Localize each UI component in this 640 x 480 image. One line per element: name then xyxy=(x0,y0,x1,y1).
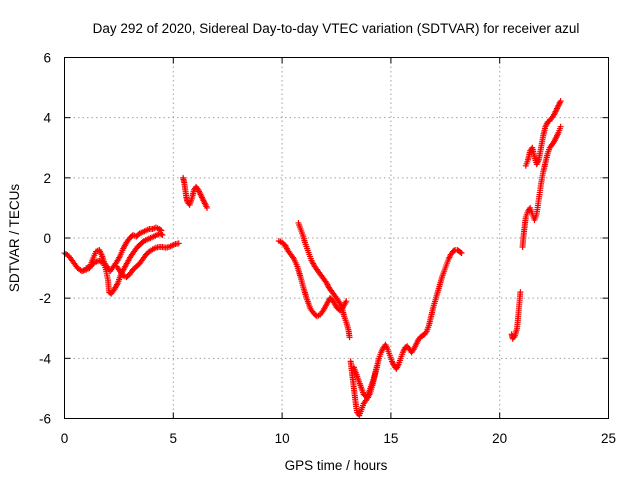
x-tick-label: 10 xyxy=(275,431,290,446)
data-point xyxy=(458,250,465,257)
data-point xyxy=(557,98,564,105)
data-point xyxy=(343,298,350,305)
x-tick-label: 5 xyxy=(170,431,178,446)
data-point xyxy=(457,249,464,256)
data-point xyxy=(373,364,380,371)
data-point xyxy=(346,334,353,341)
data-point xyxy=(159,231,166,238)
x-tick-label: 20 xyxy=(492,431,507,446)
data-point xyxy=(175,240,182,247)
y-axis-label: SDTVAR / TECUs xyxy=(7,184,22,293)
x-tick-label: 15 xyxy=(383,431,398,446)
y-tick-label: -2 xyxy=(39,291,51,306)
data-point xyxy=(517,289,524,296)
chart-title: Day 292 of 2020, Sidereal Day-to-day VTE… xyxy=(93,21,580,36)
y-tick-label: 0 xyxy=(43,231,51,246)
y-tick-label: -6 xyxy=(39,412,51,427)
axis-ticks: 0 5 10 15 20 25 -6 -4 -2 0 2 4 6 xyxy=(39,51,616,447)
y-tick-label: 6 xyxy=(43,51,51,66)
y-tick-label: 2 xyxy=(43,171,51,186)
data-point xyxy=(557,123,564,130)
data-point xyxy=(204,204,211,211)
data-point xyxy=(158,231,165,238)
x-tick-label: 0 xyxy=(61,431,69,446)
x-axis-label: GPS time / hours xyxy=(285,458,388,473)
y-tick-label: 4 xyxy=(43,111,51,126)
y-tick-label: -4 xyxy=(39,351,51,366)
data-points xyxy=(61,98,564,419)
x-tick-label: 25 xyxy=(601,431,616,446)
